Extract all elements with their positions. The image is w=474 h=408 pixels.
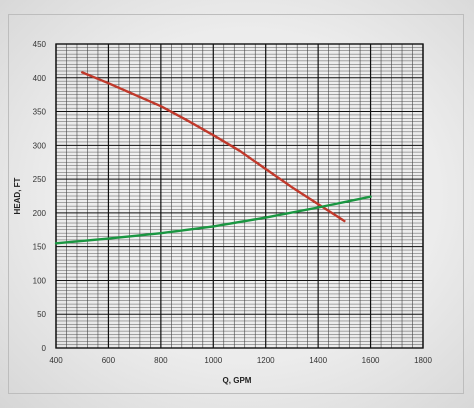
plot-border xyxy=(55,43,424,349)
paper-frame xyxy=(8,14,464,394)
x-tick-label: 1400 xyxy=(309,356,327,365)
y-tick-label: 450 xyxy=(33,40,47,49)
x-tick-label: 1000 xyxy=(204,356,222,365)
x-tick-label: 1800 xyxy=(414,356,432,365)
x-tick-label: 800 xyxy=(154,356,168,365)
series-line-1 xyxy=(80,71,346,223)
x-axis-title: Q, GPM xyxy=(223,376,252,385)
x-tick-labels: 400 600 800 1000 1200 1400 1600 1800 xyxy=(49,356,432,365)
y-tick-label: 200 xyxy=(33,209,47,218)
plot-area-border xyxy=(55,43,424,349)
y-tick-label: 350 xyxy=(33,108,47,117)
series-layer xyxy=(54,71,372,245)
y-tick-label: 0 xyxy=(42,344,47,353)
x-tick-label: 400 xyxy=(49,356,63,365)
y-tick-label: 300 xyxy=(33,141,47,150)
y-tick-labels: 0 50 100 150 200 250 300 350 400 450 xyxy=(33,40,47,353)
y-tick-label: 150 xyxy=(33,243,47,252)
series-line-2 xyxy=(54,195,372,245)
y-tick-label: 100 xyxy=(33,276,47,285)
x-tick-label: 1200 xyxy=(257,356,275,365)
minor-grid xyxy=(55,43,424,349)
y-axis-title: HEAD, FT xyxy=(13,177,22,214)
x-tick-label: 600 xyxy=(102,356,116,365)
y-tick-label: 400 xyxy=(33,74,47,83)
y-tick-label: 50 xyxy=(37,310,46,319)
y-tick-label: 250 xyxy=(33,175,47,184)
x-tick-label: 1600 xyxy=(362,356,380,365)
